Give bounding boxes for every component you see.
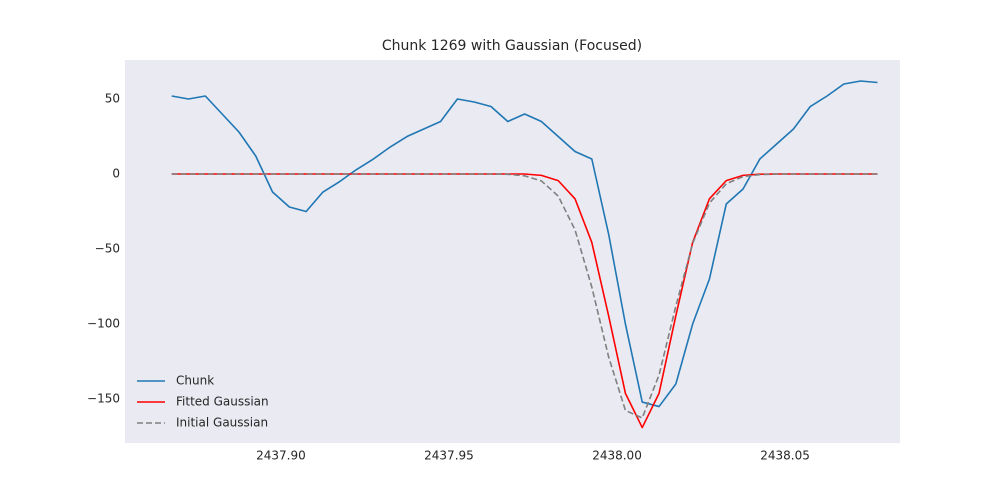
y-tick-label: −100 (87, 317, 120, 331)
x-tick-label: 2438.05 (760, 449, 810, 463)
legend-label: Chunk (176, 374, 214, 388)
series-line (171, 80, 878, 408)
legend-label: Fitted Gaussian (176, 395, 269, 409)
y-tick-label: −150 (87, 392, 120, 406)
legend-label: Initial Gaussian (176, 416, 268, 430)
x-tick-label: 2438.00 (592, 449, 642, 463)
y-tick-label: 50 (105, 92, 120, 106)
chart-title: Chunk 1269 with Gaussian (Focused) (382, 38, 642, 54)
series-line (171, 173, 878, 419)
plot-area (125, 60, 900, 443)
x-tick-label: 2437.95 (424, 449, 474, 463)
y-tick-label: 0 (112, 167, 120, 181)
x-tick-label: 2437.90 (256, 449, 306, 463)
y-tick-label: −50 (95, 242, 120, 256)
